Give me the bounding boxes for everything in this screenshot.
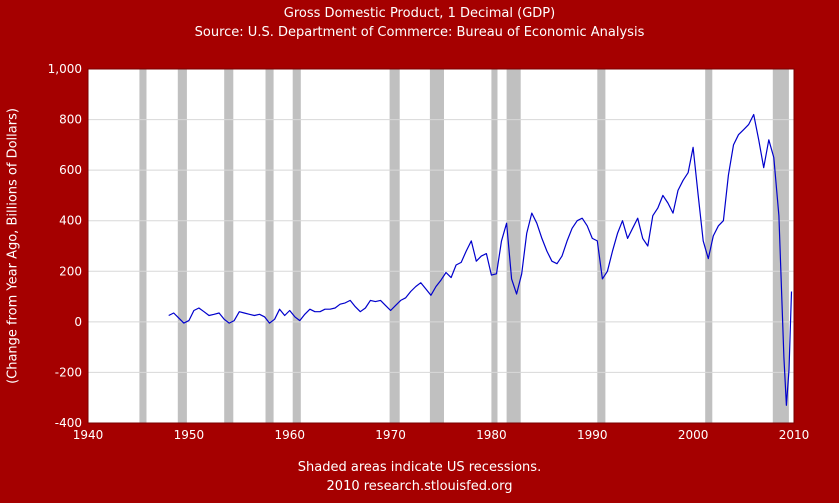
recession-band [772,69,789,423]
recession-band [389,69,400,423]
x-tick-label: 1990 [577,428,608,442]
y-tick-label: 600 [59,163,82,177]
source-credit: 2010 research.stlouisfed.org [326,479,513,494]
x-tick-label: 1980 [476,428,507,442]
recession-footnote: Shaded areas indicate US recessions. [297,460,542,475]
y-tick-label: -200 [55,365,82,379]
y-tick-labels: -400 -200 0 200 400 600 800 1,000 [48,62,82,430]
chart-subtitle: Source: U.S. Department of Commerce: Bur… [194,25,645,40]
y-tick-label: 0 [74,315,82,329]
x-tick-label: 1970 [375,428,406,442]
y-tick-label: 1,000 [48,62,82,76]
plot-border [87,68,795,424]
recession-band [177,69,187,423]
series-line [168,113,793,406]
series-layer [168,113,793,406]
x-tick-label: 1950 [174,428,205,442]
x-tick-labels: 1940 1950 1960 1970 1980 1990 2000 2010 [73,428,810,442]
x-tick-label: 2010 [779,428,810,442]
recession-bands [139,69,789,423]
y-tick-label: 800 [59,113,82,127]
y-tick-label: -400 [55,416,82,430]
recession-band [429,69,444,423]
y-tick-label: 400 [59,214,82,228]
x-tick-label: 2000 [678,428,709,442]
x-tick-label: 1960 [274,428,305,442]
recession-band [491,69,498,423]
recession-band [292,69,301,423]
y-tick-label: 200 [59,264,82,278]
recession-band [265,69,274,423]
recession-band [224,69,234,423]
recession-band [597,69,606,423]
recession-band [705,69,713,423]
chart-title: Gross Domestic Product, 1 Decimal (GDP) [283,6,556,21]
recession-band [139,69,147,423]
recession-band [506,69,521,423]
x-tick-label: 1940 [73,428,104,442]
